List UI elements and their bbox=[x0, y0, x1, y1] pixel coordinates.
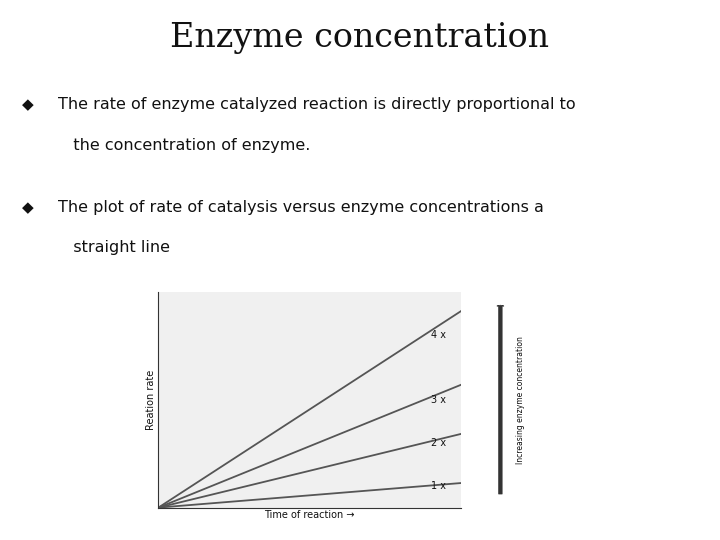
Text: the concentration of enzyme.: the concentration of enzyme. bbox=[58, 138, 310, 153]
Text: Increasing enzyme concentration: Increasing enzyme concentration bbox=[516, 336, 525, 463]
Text: ◆: ◆ bbox=[22, 97, 33, 112]
Text: 2 x: 2 x bbox=[431, 438, 446, 448]
Text: 1 x: 1 x bbox=[431, 481, 446, 491]
Text: ◆: ◆ bbox=[22, 200, 33, 215]
Text: Enzyme concentration: Enzyme concentration bbox=[171, 22, 549, 53]
Text: The rate of enzyme catalyzed reaction is directly proportional to: The rate of enzyme catalyzed reaction is… bbox=[58, 97, 575, 112]
Y-axis label: Reation rate: Reation rate bbox=[145, 369, 156, 430]
Text: 3 x: 3 x bbox=[431, 395, 446, 404]
Text: 4 x: 4 x bbox=[431, 330, 446, 340]
Text: straight line: straight line bbox=[58, 240, 170, 255]
Text: The plot of rate of catalysis versus enzyme concentrations a: The plot of rate of catalysis versus enz… bbox=[58, 200, 544, 215]
X-axis label: Time of reaction →: Time of reaction → bbox=[264, 510, 355, 521]
